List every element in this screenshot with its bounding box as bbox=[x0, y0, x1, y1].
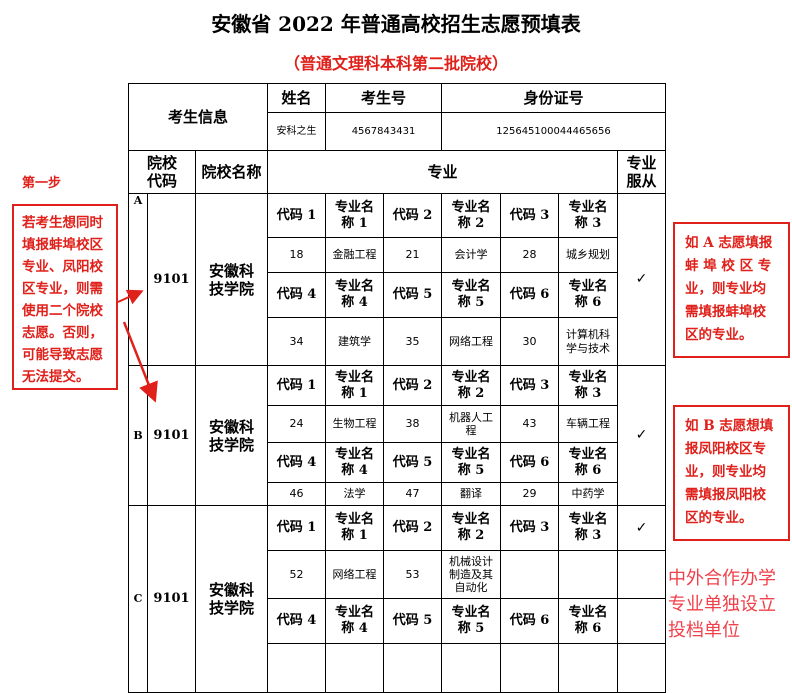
major-code-label: 代码 3 bbox=[500, 365, 560, 406]
major-name-label: 专业名称 6 bbox=[558, 598, 619, 644]
arrow-to-b bbox=[122, 321, 158, 403]
b-note-box: 如 B 志愿想填报凤阳校区专业，则专业均需填报凤阳校区的专业。 bbox=[673, 405, 790, 541]
section-a-row: 18 金融工程 21 会计学 28 城乡规划 bbox=[129, 237, 666, 273]
major-code-field[interactable]: 46 bbox=[267, 482, 326, 506]
major-name-label: 专业名称 6 bbox=[558, 442, 619, 483]
student-name-field[interactable]: 安科之生 bbox=[267, 112, 326, 151]
section-b-row: 24 生物工程 38 机器人工程 43 车辆工程 bbox=[129, 405, 666, 443]
major-name-label: 专业名称 1 bbox=[325, 505, 384, 551]
obey-header: 专业服从 bbox=[617, 150, 667, 194]
major-code-field[interactable]: 18 bbox=[267, 237, 326, 273]
major-name-field[interactable]: 翻译 bbox=[441, 482, 502, 506]
major-code-label: 代码 4 bbox=[267, 442, 326, 483]
school-name-field[interactable]: 安徽科技学院 bbox=[195, 505, 268, 693]
page-subtitle: （普通文理科本科第二批院校） bbox=[283, 54, 508, 73]
school-name-field[interactable]: 安徽科技学院 bbox=[195, 193, 268, 366]
major-code-field[interactable]: 43 bbox=[500, 405, 560, 443]
major-name-field[interactable]: 金融工程 bbox=[325, 237, 384, 273]
major-code-label: 代码 6 bbox=[500, 442, 560, 483]
application-form-table: 考生信息 姓名 考生号 身份证号 安科之生 4567843431 1256451… bbox=[128, 83, 667, 693]
major-name-field[interactable]: 法学 bbox=[325, 482, 384, 506]
section-a-row: 34 建筑学 35 网络工程 30 计算机科学与技术 bbox=[129, 317, 666, 366]
school-name-header: 院校名称 bbox=[195, 150, 268, 194]
exam-no-field[interactable]: 4567843431 bbox=[324, 112, 443, 151]
obey-checkbox[interactable]: ✓ bbox=[617, 365, 667, 506]
major-code-label: 代码 5 bbox=[382, 272, 443, 318]
major-name-field[interactable] bbox=[441, 643, 502, 693]
major-name-label: 专业名称 1 bbox=[325, 365, 384, 406]
major-name-label: 专业名称 3 bbox=[558, 365, 619, 406]
major-name-field[interactable] bbox=[558, 550, 619, 599]
page-title: 安徽省 2022 年普通高校招生志愿预填表 bbox=[211, 12, 581, 36]
c-note: 中外合作办学专业单独设立投档单位 bbox=[668, 568, 776, 641]
major-code-field[interactable]: 28 bbox=[500, 237, 560, 273]
major-name-label: 专业名称 3 bbox=[558, 193, 619, 238]
obey-checkbox[interactable] bbox=[617, 643, 667, 693]
major-name-label: 专业名称 5 bbox=[441, 272, 502, 318]
obey-checkbox[interactable]: ✓ bbox=[617, 505, 667, 551]
major-code-label: 代码 4 bbox=[267, 598, 326, 644]
section-b-row: B 9101 安徽科技学院 代码 1 专业名称 1 代码 2 专业名称 2 代码 3 专业名称 … bbox=[128, 365, 667, 506]
major-code-label: 代码 1 bbox=[267, 365, 326, 406]
major-code-label: 代码 5 bbox=[382, 442, 443, 483]
left-note-box: 若考生想同时填报蚌埠校区专业、凤阳校区专业，则需使用二个院校志愿。否则，可能导致… bbox=[12, 204, 118, 390]
major-code-label: 代码 2 bbox=[382, 365, 443, 406]
major-name-field[interactable]: 机器人工程 bbox=[441, 405, 502, 443]
major-name-field[interactable]: 车辆工程 bbox=[558, 405, 619, 443]
step-label: 第一步 bbox=[22, 176, 62, 191]
major-name-field[interactable] bbox=[558, 643, 619, 693]
section-b-row: 46 法学 47 翻译 29 中药学 bbox=[129, 482, 666, 506]
major-name-field[interactable]: 计算机科学与技术 bbox=[558, 317, 619, 366]
major-name-field[interactable]: 生物工程 bbox=[325, 405, 384, 443]
section-c-row bbox=[129, 643, 667, 693]
major-code-field[interactable] bbox=[500, 550, 560, 599]
major-name-field[interactable]: 中药学 bbox=[558, 482, 619, 506]
section-c-row: 52 网络工程 53 机械设计制造及其自动化 bbox=[129, 550, 667, 599]
school-code-field[interactable]: 9101 bbox=[147, 193, 196, 366]
obey-checkbox[interactable]: ✓ bbox=[617, 193, 667, 366]
major-name-label: 专业名称 2 bbox=[441, 365, 502, 406]
major-code-field[interactable]: 53 bbox=[382, 550, 443, 599]
section-c-row: C 9101 安徽科技学院 代码 1 专业名称 1 代码 2 专业名称 2 代码 3 专业名称 … bbox=[128, 505, 667, 693]
major-name-field[interactable]: 城乡规划 bbox=[558, 237, 619, 273]
major-name-label: 专业名称 2 bbox=[441, 193, 502, 238]
a-note-box: 如 A 志愿填报蚌 埠 校 区 专业，则专业均需填报蚌埠校区的专业。 bbox=[673, 222, 790, 358]
arrow-to-a bbox=[117, 289, 144, 305]
major-header: 专业 bbox=[266, 150, 619, 194]
section-a-row: A 9101 安徽科技学院 代码 1 专业名称 1 代码 2 专业名称 2 代码 3 专业名称 … bbox=[128, 193, 667, 366]
major-code-label: 代码 3 bbox=[500, 505, 560, 551]
section-c-row: 代码 4 专业名称 4 代码 5 专业名称 5 代码 6 专业名称 6 bbox=[129, 598, 667, 644]
major-code-label: 代码 6 bbox=[500, 598, 560, 644]
major-name-field[interactable]: 建筑学 bbox=[325, 317, 384, 366]
major-name-label: 专业名称 1 bbox=[325, 193, 384, 238]
major-name-label: 专业名称 3 bbox=[558, 505, 619, 551]
major-code-field[interactable]: 34 bbox=[267, 317, 326, 366]
major-name-label: 专业名称 6 bbox=[558, 272, 619, 318]
school-code-header: 院校代码 bbox=[128, 150, 196, 194]
major-code-label: 代码 3 bbox=[500, 193, 560, 238]
major-code-label: 代码 1 bbox=[267, 505, 326, 551]
section-a-row: 代码 4 专业名称 4 代码 5 专业名称 5 代码 6 专业名称 6 bbox=[129, 272, 666, 318]
major-code-field[interactable]: 35 bbox=[382, 317, 443, 366]
major-name-field[interactable]: 网络工程 bbox=[325, 550, 384, 599]
major-code-field[interactable]: 21 bbox=[382, 237, 443, 273]
major-name-label: 专业名称 5 bbox=[441, 598, 502, 644]
major-code-field[interactable] bbox=[267, 643, 326, 693]
major-code-label: 代码 2 bbox=[382, 193, 443, 238]
section-b-row: 代码 4 专业名称 4 代码 5 专业名称 5 代码 6 专业名称 6 bbox=[129, 442, 666, 483]
id-label: 身份证号 bbox=[441, 83, 667, 113]
